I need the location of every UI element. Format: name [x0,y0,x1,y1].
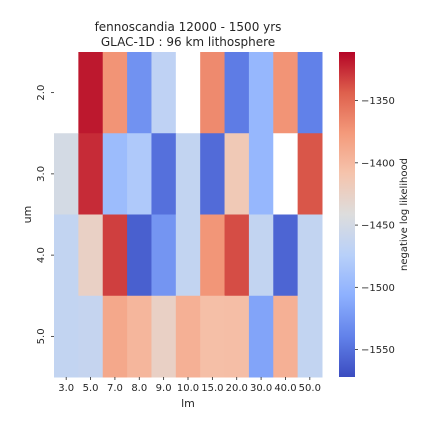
heatmap-cell [102,133,128,215]
heatmap-cell [273,295,299,378]
heatmap-cell [127,133,152,215]
heatmap-cell [248,133,274,215]
heatmap-cell [200,52,226,134]
heatmap-cell [200,214,226,297]
colorbar [339,52,355,377]
heatmap-cell [224,214,250,297]
colorbar-tick-label: −1500 [361,283,395,294]
heatmap-cell [54,133,79,215]
heatmap-cell [151,133,177,215]
colorbar-tick-label: −1350 [361,96,395,107]
heatmap-cell [297,52,323,134]
heatmap-cell [151,295,177,378]
x-tick-label: 50.0 [299,383,321,394]
y-tick-label: 3.0 [36,166,47,182]
chart-title-line-1: fennoscandia 12000 - 1500 yrs [94,20,282,34]
heatmap-cell [224,133,250,215]
x-tick-label: 30.0 [250,383,272,394]
heatmap-cell [151,52,177,134]
heatmap-cell [248,52,274,134]
x-tick-label: 40.0 [274,383,296,394]
colorbar-tick-label: −1400 [361,158,395,169]
chart-title-line-2: GLAC-1D : 96 km lithosphere [100,35,276,49]
heatmap-cell [127,295,152,378]
heatmap-cell [54,52,79,134]
heatmap-cell [127,52,152,134]
x-tick-label: 20.0 [226,383,248,394]
heatmap-cell [54,214,79,297]
heatmap-cell [78,295,104,378]
heatmap-cell [102,295,128,378]
y-axis-label: um [21,206,34,224]
heatmap-cell [175,214,201,297]
colorbar-tick-label: −1450 [361,221,395,232]
heatmap-cell [78,52,104,134]
heatmap-cell [273,133,299,215]
heatmap-cell [102,52,128,134]
heatmap-cell [78,214,104,297]
heatmap-cell [102,214,128,297]
heatmap-cell [248,295,274,378]
colorbar-label: negative log likelihood [399,158,410,271]
heatmap-cell [78,133,104,215]
heatmap-cell [297,133,323,215]
heatmap-cell [224,52,250,134]
heatmap-cell [297,214,323,297]
x-tick-label: 7.0 [107,383,123,394]
y-tick-label: 2.0 [36,85,47,101]
heatmap-cell [175,52,201,134]
x-tick-label: 3.0 [58,383,74,394]
heatmap-cell [127,214,152,297]
x-tick-label: 9.0 [156,383,172,394]
x-tick-label: 15.0 [201,383,223,394]
y-tick-label: 5.0 [36,328,47,344]
heatmap-cell [54,295,79,378]
heatmap-cell [175,295,201,378]
x-tick-label: 5.0 [83,383,99,394]
heatmap-cell [297,295,323,378]
x-tick-label: 8.0 [131,383,147,394]
heatmap-cell [273,214,299,297]
y-tick-label: 4.0 [36,247,47,263]
x-axis-label: lm [181,397,195,410]
heatmap-cell [200,133,226,215]
heatmap-cell [200,295,226,378]
heatmap-cell [224,295,250,378]
heatmap-cell [273,52,299,134]
heatmap-cell [248,214,274,297]
colorbar-tick-label: −1550 [361,345,395,356]
heatmap-cell [175,133,201,215]
x-tick-label: 10.0 [177,383,199,394]
heatmap-cell [151,214,177,297]
